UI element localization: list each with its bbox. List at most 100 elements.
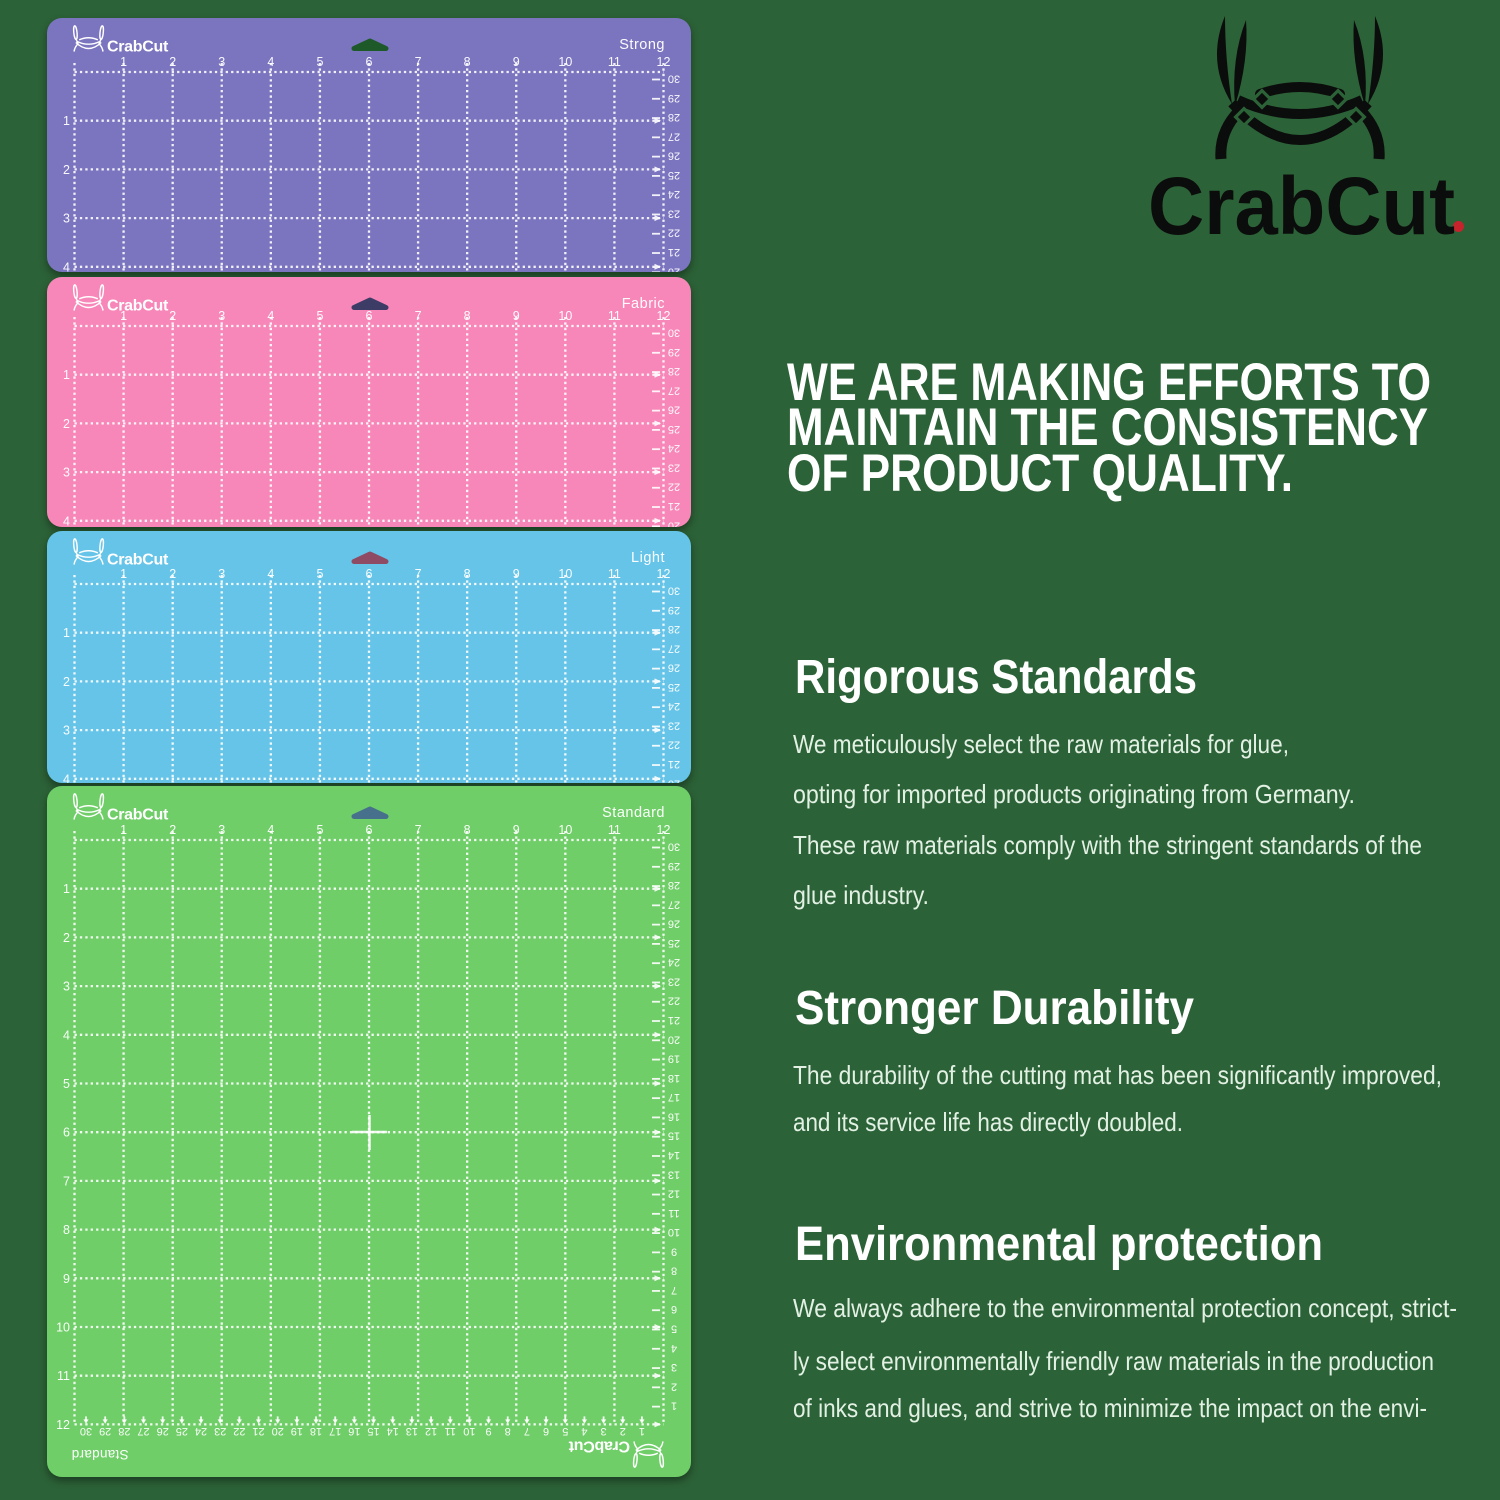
svg-text:3: 3 <box>63 980 70 994</box>
svg-text:7: 7 <box>524 1425 530 1437</box>
svg-text:2: 2 <box>63 163 70 177</box>
svg-text:4: 4 <box>63 514 70 527</box>
svg-text:CrabCut: CrabCut <box>107 552 169 569</box>
svg-text:CrabCut: CrabCut <box>568 1438 630 1455</box>
svg-text:6: 6 <box>671 1303 677 1315</box>
svg-text:22: 22 <box>668 995 680 1007</box>
svg-text:11: 11 <box>608 567 621 581</box>
svg-text:5: 5 <box>316 309 323 323</box>
svg-text:9: 9 <box>513 55 520 69</box>
svg-text:1: 1 <box>63 114 70 128</box>
svg-text:28: 28 <box>668 111 680 123</box>
svg-text:1: 1 <box>63 626 70 640</box>
svg-text:25: 25 <box>668 423 680 435</box>
svg-text:29: 29 <box>99 1425 111 1437</box>
svg-text:16: 16 <box>668 1110 680 1122</box>
svg-text:3: 3 <box>63 724 70 738</box>
svg-text:17: 17 <box>329 1425 341 1437</box>
svg-text:30: 30 <box>668 841 680 853</box>
svg-text:9: 9 <box>486 1425 492 1437</box>
svg-text:14: 14 <box>668 1149 680 1161</box>
svg-text:2: 2 <box>63 931 70 945</box>
svg-text:5: 5 <box>671 1323 677 1335</box>
svg-text:20: 20 <box>668 519 680 527</box>
svg-text:10: 10 <box>463 1425 475 1437</box>
svg-text:12: 12 <box>657 567 671 581</box>
svg-text:23: 23 <box>214 1425 226 1437</box>
svg-text:20: 20 <box>668 1033 680 1045</box>
svg-text:22: 22 <box>668 481 680 493</box>
svg-text:23: 23 <box>668 461 680 473</box>
svg-text:6: 6 <box>366 823 373 837</box>
svg-text:11: 11 <box>608 309 621 323</box>
svg-text:2: 2 <box>671 1380 677 1392</box>
svg-text:9: 9 <box>513 309 520 323</box>
svg-text:4: 4 <box>267 55 274 69</box>
svg-text:8: 8 <box>671 1265 677 1277</box>
svg-text:3: 3 <box>671 1361 677 1373</box>
svg-text:9: 9 <box>671 1245 677 1257</box>
svg-text:6: 6 <box>543 1425 549 1437</box>
svg-text:3: 3 <box>218 55 225 69</box>
svg-text:30: 30 <box>668 327 680 339</box>
svg-text:10: 10 <box>558 309 572 323</box>
svg-text:25: 25 <box>668 681 680 693</box>
svg-text:2: 2 <box>63 417 70 431</box>
svg-text:2: 2 <box>169 55 176 69</box>
svg-text:7: 7 <box>63 1174 70 1188</box>
svg-text:5: 5 <box>316 823 323 837</box>
svg-text:29: 29 <box>668 604 680 616</box>
svg-text:11: 11 <box>608 823 621 837</box>
svg-text:4: 4 <box>267 823 274 837</box>
svg-text:11: 11 <box>445 1425 456 1437</box>
svg-text:4: 4 <box>267 309 274 323</box>
svg-text:2: 2 <box>169 567 176 581</box>
svg-text:24: 24 <box>668 188 680 200</box>
svg-text:Light: Light <box>631 550 665 566</box>
svg-text:1: 1 <box>63 368 70 382</box>
svg-text:26: 26 <box>668 404 680 416</box>
svg-text:29: 29 <box>668 860 680 872</box>
svg-text:CrabCut: CrabCut <box>107 807 169 824</box>
svg-text:10: 10 <box>668 1226 680 1238</box>
svg-text:11: 11 <box>668 1207 679 1219</box>
svg-text:7: 7 <box>415 309 422 323</box>
svg-text:7: 7 <box>415 55 422 69</box>
svg-text:4: 4 <box>63 772 70 783</box>
svg-text:2: 2 <box>169 309 176 323</box>
svg-text:12: 12 <box>657 823 671 837</box>
svg-text:16: 16 <box>348 1425 360 1437</box>
svg-text:8: 8 <box>464 823 471 837</box>
svg-text:29: 29 <box>668 346 680 358</box>
svg-text:21: 21 <box>668 246 680 258</box>
svg-text:3: 3 <box>218 567 225 581</box>
svg-text:28: 28 <box>668 879 680 891</box>
svg-text:2: 2 <box>169 823 176 837</box>
svg-text:25: 25 <box>176 1425 188 1437</box>
svg-text:5: 5 <box>562 1425 568 1437</box>
svg-text:12: 12 <box>56 1418 70 1432</box>
svg-text:18: 18 <box>310 1425 322 1437</box>
svg-text:CrabCut: CrabCut <box>107 39 169 56</box>
svg-text:3: 3 <box>63 466 70 480</box>
svg-text:4: 4 <box>671 1342 677 1354</box>
svg-text:17: 17 <box>668 1091 680 1103</box>
svg-text:13: 13 <box>668 1168 680 1180</box>
svg-text:20: 20 <box>668 777 680 783</box>
svg-text:27: 27 <box>668 642 680 654</box>
svg-text:5: 5 <box>316 567 323 581</box>
svg-text:23: 23 <box>668 719 680 731</box>
svg-text:3: 3 <box>218 309 225 323</box>
svg-text:23: 23 <box>668 975 680 987</box>
svg-text:25: 25 <box>668 937 680 949</box>
svg-text:10: 10 <box>56 1321 70 1335</box>
svg-text:7: 7 <box>671 1284 677 1296</box>
svg-text:14: 14 <box>387 1425 399 1437</box>
svg-text:3: 3 <box>601 1425 607 1437</box>
svg-text:6: 6 <box>63 1126 70 1140</box>
svg-text:4: 4 <box>63 1028 70 1042</box>
svg-text:20: 20 <box>668 265 680 272</box>
svg-text:1: 1 <box>639 1425 645 1437</box>
svg-text:Standard: Standard <box>71 1447 128 1462</box>
svg-text:10: 10 <box>558 823 572 837</box>
